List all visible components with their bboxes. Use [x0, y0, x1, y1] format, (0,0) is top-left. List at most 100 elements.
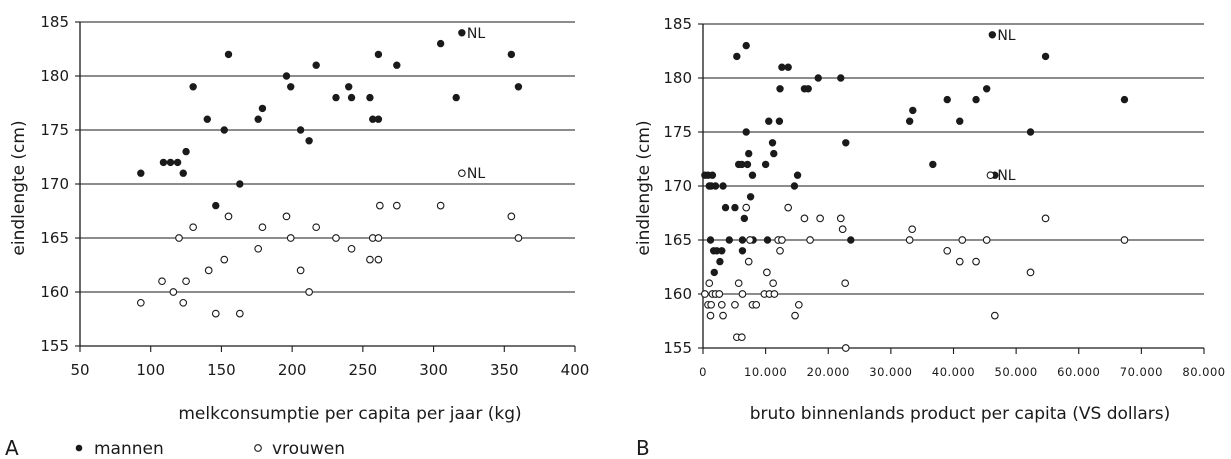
panel-a-x-tick-label: 100 [136, 361, 165, 379]
panel-b-point-mannen [988, 31, 997, 39]
panel-a-point-mannen [220, 126, 228, 134]
panel-b-point-mannen [905, 117, 914, 125]
panel-a-point-vrouwen [458, 169, 466, 178]
panel-b-y-tick-label: 175 [663, 123, 692, 141]
panel-b-point-vrouwen [701, 290, 709, 298]
panel-b-point-vrouwen [742, 203, 751, 212]
panel-a-point-mannen [212, 201, 220, 210]
panel-a-x-tick-label: 400 [561, 361, 590, 379]
panel-a-point-vrouwen [392, 201, 401, 210]
panel-a-point-vrouwen [375, 201, 384, 210]
panel-b-y-tick-label: 160 [663, 285, 692, 303]
panel-b-point-vrouwen [905, 236, 914, 244]
panel-b-point-mannen [776, 85, 784, 93]
panel-b-point-vrouwen [784, 203, 793, 212]
panel-a-x-tick-label: 150 [207, 361, 236, 379]
panel-b-letter: B [636, 436, 650, 459]
panel-b-y-tick-label: 165 [663, 231, 692, 249]
panel-b-point-vrouwen [800, 214, 809, 223]
panel-b-x-tick-label: 20.000 [807, 365, 850, 379]
legend-women-label: vrouwen [272, 439, 345, 459]
panel-a-annotations: NL NL [467, 26, 485, 182]
panel-b-point-vrouwen [763, 268, 771, 277]
panel-a-point-vrouwen [189, 223, 197, 232]
panel-a-point-mannen [374, 50, 383, 59]
panel-b-point-vrouwen [791, 311, 799, 320]
panel-a-point-vrouwen [182, 277, 190, 286]
panel-b-point-vrouwen [715, 290, 724, 298]
panel-b-point-mannen [731, 203, 739, 212]
panel-b-point-mannen [718, 247, 726, 255]
panel-a-point-mannen [258, 104, 267, 113]
panel-a-point-vrouwen [374, 255, 383, 264]
panel-a-point-vrouwen [179, 298, 188, 307]
panel-a-point-mannen [166, 158, 175, 167]
panel-a-point-mannen [287, 83, 295, 91]
panel-a-x-tick-label: 250 [349, 361, 378, 379]
panel-a-point-mannen [224, 50, 233, 59]
panel-b-point-mannen [943, 95, 951, 104]
panel-a-letter: A [5, 436, 19, 459]
panel-b-point-mannen [746, 193, 755, 201]
panel-b-point-mannen [775, 117, 784, 125]
panel-b-point-vrouwen [770, 290, 779, 298]
panel-b-point-mannen [1120, 95, 1129, 104]
panel-a-y-ticks: 155 160 165 170 175 180 185 [40, 13, 80, 355]
panel-a-point-mannen [345, 83, 353, 91]
panel-b-point-vrouwen [1041, 214, 1050, 223]
panel-b-x-tick-label: 30.000 [869, 365, 912, 379]
panel-b-point-mannen [790, 182, 799, 190]
panel-b-x-ticks: 0 10.000 20.000 30.000 40.000 50.000 60.000 70.… [699, 348, 1225, 379]
panel-b-point-mannen [716, 257, 724, 266]
panel-b-point-vrouwen [744, 257, 753, 266]
panel-b-point-vrouwen [769, 279, 777, 288]
panel-a-point-mannen [312, 61, 320, 69]
panel-b-y-tick-label: 170 [663, 177, 692, 195]
panel-b-x-tick-label: 70.000 [1120, 365, 1163, 379]
panel-b-point-mannen [733, 52, 741, 61]
panel-a-point-vrouwen [514, 234, 523, 242]
panel-b-point-mannen [748, 171, 757, 179]
panel-b-y-tick-label: 155 [663, 339, 692, 357]
panel-a-point-vrouwen [312, 223, 321, 232]
panel-a-point-vrouwen [235, 309, 244, 318]
panel-a-gridlines [80, 21, 575, 293]
panel-a-point-vrouwen [224, 212, 233, 221]
panel-a-point-mannen [393, 61, 401, 69]
panel-a-point-vrouwen [374, 234, 383, 242]
panel-a-point-mannen [436, 39, 445, 48]
panel-b-point-mannen [710, 268, 718, 277]
panel-a-point-mannen [173, 158, 182, 167]
panel-b-point-vrouwen [836, 214, 845, 223]
panel-a-point-vrouwen [347, 244, 356, 253]
panel-b-gridlines [703, 23, 1204, 295]
panel-b-point-mannen [745, 149, 753, 158]
panel-b-x-tick-label: 40.000 [932, 365, 975, 379]
legend: mannen vrouwen [75, 439, 345, 459]
panel-a-point-vrouwen [254, 244, 263, 253]
panel-b-annotations: NL NL [997, 28, 1015, 184]
panel-a-point-mannen [514, 83, 523, 91]
panel-b-point-vrouwen [816, 214, 824, 223]
panel-a-y-tick-label: 165 [40, 229, 69, 247]
panel-b-point-vrouwen [943, 246, 952, 255]
panel-a-point-vrouwen [305, 288, 313, 296]
panel-b-point-vrouwen [719, 311, 727, 320]
panel-a-point-vrouwen [507, 212, 516, 221]
panel-b-point-mannen [708, 171, 717, 179]
panel-a-point-mannen [366, 93, 374, 102]
panel-b-point-vrouwen [841, 279, 850, 288]
panel-a-y-tick-label: 185 [40, 13, 69, 31]
panel-b-point-vrouwen [1026, 268, 1035, 277]
panel-a-point-vrouwen [332, 234, 340, 242]
panel-b-point-vrouwen [990, 311, 999, 320]
panel-a-point-vrouwen [169, 288, 178, 296]
panel-b-point-vrouwen [776, 246, 784, 255]
panel-b-point-mannen [721, 203, 730, 212]
panel-b-x-axis-label: bruto binnenlands product per capita (VS… [750, 404, 1170, 424]
panel-b-point-vrouwen [955, 257, 964, 266]
panel-a-point-mannen [452, 93, 460, 102]
panel-b-annotation-nl: NL [997, 168, 1015, 184]
panel-a-y-tick-label: 160 [40, 283, 69, 301]
panel-a-point-vrouwen [286, 234, 295, 242]
